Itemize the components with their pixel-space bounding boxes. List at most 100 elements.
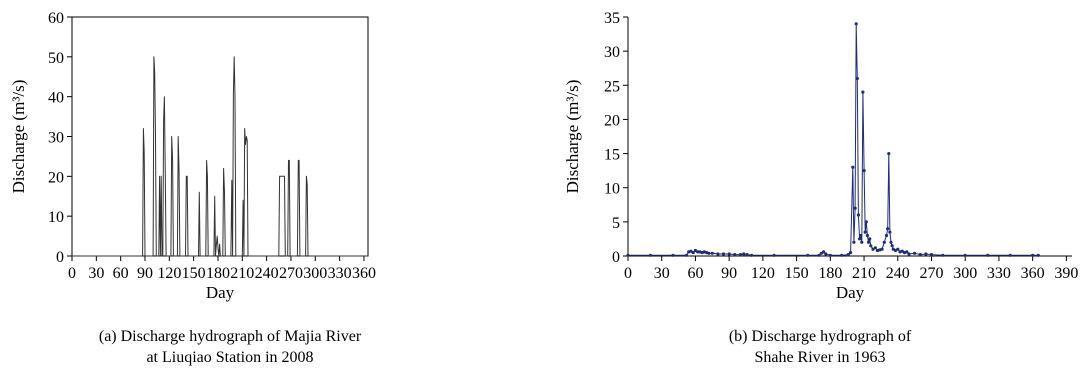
x-tick-label: 360	[1021, 265, 1045, 282]
x-tick-label: 270	[919, 265, 943, 282]
data-point	[896, 247, 900, 251]
data-point	[738, 253, 743, 257]
data-point	[689, 249, 693, 253]
data-point	[890, 244, 894, 248]
data-point	[854, 22, 858, 26]
data-point	[851, 165, 855, 169]
data-point	[855, 76, 859, 81]
data-point	[745, 253, 749, 257]
y-tick-label: 20	[604, 112, 620, 129]
data-point	[1008, 253, 1012, 257]
data-point	[913, 251, 917, 255]
data-point	[742, 252, 746, 256]
data-point	[1036, 253, 1040, 257]
data-point	[817, 253, 821, 257]
data-point	[849, 251, 853, 255]
data-point	[861, 90, 865, 94]
data-point	[929, 253, 934, 257]
data-point	[710, 251, 714, 255]
x-tick-label: 120	[751, 265, 775, 282]
data-point	[806, 253, 810, 257]
y-axis-title: Discharge (m³/s)	[9, 80, 28, 194]
y-tick-label: 10	[48, 209, 64, 226]
data-point	[884, 233, 889, 238]
y-tick-label: 0	[56, 249, 64, 266]
x-tick-label: 360	[352, 265, 376, 282]
data-point	[856, 213, 861, 217]
y-tick-label: 35	[604, 10, 620, 27]
x-tick-label: 90	[721, 265, 737, 282]
y-tick-label: 5	[612, 215, 620, 232]
data-point	[886, 227, 890, 231]
y-tick-label: 30	[604, 44, 620, 61]
data-point	[846, 253, 850, 257]
data-point	[853, 206, 857, 210]
caption-a-line-2: at Liuqiao Station in 2008	[146, 349, 314, 366]
x-tick-label: 210	[230, 265, 254, 282]
y-tick-label: 40	[48, 90, 64, 107]
x-tick-label: 330	[987, 265, 1011, 282]
x-tick-label: 150	[785, 265, 809, 282]
data-point	[880, 247, 884, 251]
x-tick-label: 60	[687, 265, 703, 282]
data-point	[863, 230, 867, 234]
data-point	[772, 253, 776, 257]
x-tick-label: 180	[818, 265, 842, 282]
data-point	[888, 230, 892, 234]
x-tick-label: 330	[328, 265, 352, 282]
data-point	[828, 253, 832, 257]
y-tick-label: 50	[48, 50, 64, 67]
data-point	[648, 253, 653, 257]
x-tick-label: 270	[279, 265, 303, 282]
x-tick-label: 180	[206, 265, 230, 282]
plot-frame	[71, 16, 369, 257]
data-point	[750, 253, 754, 257]
data-point	[941, 253, 945, 257]
series-line	[628, 23, 1039, 256]
x-axis-title: Day	[206, 283, 235, 302]
x-tick-label: 30	[88, 265, 104, 282]
caption-a-line-1: (a) Discharge hydrograph of Majia River	[98, 328, 362, 345]
data-point	[727, 252, 731, 256]
x-tick-label: 150	[182, 265, 206, 282]
data-point	[822, 250, 826, 254]
x-tick-label: 30	[654, 265, 670, 282]
x-tick-label: 60	[113, 265, 129, 282]
data-point	[868, 237, 872, 241]
x-tick-label: 240	[255, 265, 279, 282]
y-tick-label: 30	[48, 130, 64, 147]
x-tick-label: 0	[68, 265, 76, 282]
data-point	[716, 252, 720, 256]
data-point	[887, 152, 891, 156]
data-point	[862, 169, 866, 173]
data-point	[684, 253, 689, 257]
data-point	[824, 252, 828, 256]
data-point	[626, 253, 630, 257]
x-tick-label: 300	[953, 265, 977, 282]
data-point	[865, 233, 870, 238]
data-point	[858, 237, 862, 241]
data-point	[871, 247, 875, 251]
x-axis-title: Day	[836, 283, 865, 302]
y-tick-label: 25	[604, 78, 620, 95]
chart-a-majia-river: 0 10 20 30 40 50 60 0 30 60 90 120 150 180 210 240 270 30…	[9, 10, 376, 302]
data-point	[905, 250, 909, 254]
y-tick-label: 15	[604, 147, 620, 164]
data-point	[707, 251, 711, 255]
data-point	[864, 220, 868, 224]
data-point	[963, 253, 967, 257]
data-point	[882, 240, 886, 244]
caption-b-line-1: (b) Discharge hydrograph of	[728, 328, 912, 345]
data-point	[840, 253, 844, 257]
data-point	[918, 253, 922, 257]
x-tick-label: 240	[886, 265, 910, 282]
y-tick-label: 20	[48, 169, 64, 186]
x-tick-label: 90	[137, 265, 153, 282]
caption-b: (b) Discharge hydrograph of Shahe River …	[660, 326, 980, 368]
caption-b-line-2: Shahe River in 1963	[754, 349, 886, 366]
data-point	[986, 253, 990, 257]
data-point	[733, 253, 737, 257]
data-point	[1031, 253, 1035, 257]
data-point	[693, 248, 698, 253]
